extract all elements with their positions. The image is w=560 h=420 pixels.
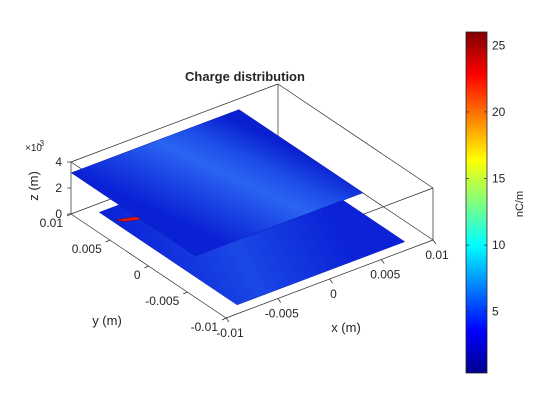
- z-tick-label: 0: [55, 207, 62, 221]
- y-axis-label: y (m): [92, 313, 122, 328]
- box-edge: [70, 83, 279, 163]
- patch-surface: [70, 109, 364, 257]
- x-tick-mark: [277, 298, 282, 303]
- colorbar-tick-label: 10: [492, 238, 506, 252]
- colorbar-ticks: 5 10 15 20 25: [466, 38, 506, 319]
- x-tick-mark: [225, 317, 230, 323]
- x-tick-mark: [432, 239, 437, 245]
- surfaces: [70, 109, 406, 306]
- colorbar-tick-label: 20: [492, 105, 506, 119]
- y-tick-label: 0.01: [40, 216, 64, 230]
- z-tick-label: 4: [55, 155, 62, 169]
- x-tick-label: 0: [330, 287, 337, 301]
- box-edge: [277, 83, 434, 189]
- x-tick-label: -0.01: [216, 326, 244, 340]
- x-tick-label: 0.005: [370, 268, 400, 282]
- colorbar-ramp: [465, 31, 488, 374]
- colorbar: 5 10 15 20 25 nC/m: [465, 31, 526, 374]
- x-tick-label: 0.01: [425, 248, 449, 262]
- y-tick-mark: [105, 239, 110, 243]
- y-tick-mark: [144, 265, 149, 269]
- chart-title: Charge distribution: [185, 69, 305, 84]
- y-tick-label: 0: [134, 268, 141, 282]
- tick-labels: -0.01 -0.005 0 0.005 0.01 0.01 0.005 0 -0.005 -0.…: [40, 155, 449, 340]
- y-tick-label: -0.01: [191, 320, 219, 334]
- z-exponent: ×10 -3: [25, 139, 45, 154]
- y-tick-mark: [183, 291, 188, 295]
- colorbar-label: nC/m: [514, 191, 526, 217]
- z-exponent-base: ×10: [25, 143, 42, 154]
- x-tick-mark: [380, 259, 385, 264]
- x-tick-label: -0.005: [265, 307, 299, 321]
- x-tick-mark: [329, 278, 333, 284]
- z-tick-label: 2: [55, 181, 62, 195]
- z-axis-label: z (m): [26, 171, 41, 201]
- colorbar-tick-label: 5: [492, 305, 499, 319]
- colorbar-tick-label: 15: [492, 172, 506, 186]
- y-tick-label: -0.005: [145, 294, 179, 308]
- colorbar-tick-label: 25: [492, 38, 506, 52]
- x-axis-label: x (m): [331, 320, 361, 335]
- z-exponent-power: -3: [37, 139, 45, 148]
- y-tick-label: 0.005: [72, 242, 102, 256]
- y-tick-mark: [221, 317, 227, 321]
